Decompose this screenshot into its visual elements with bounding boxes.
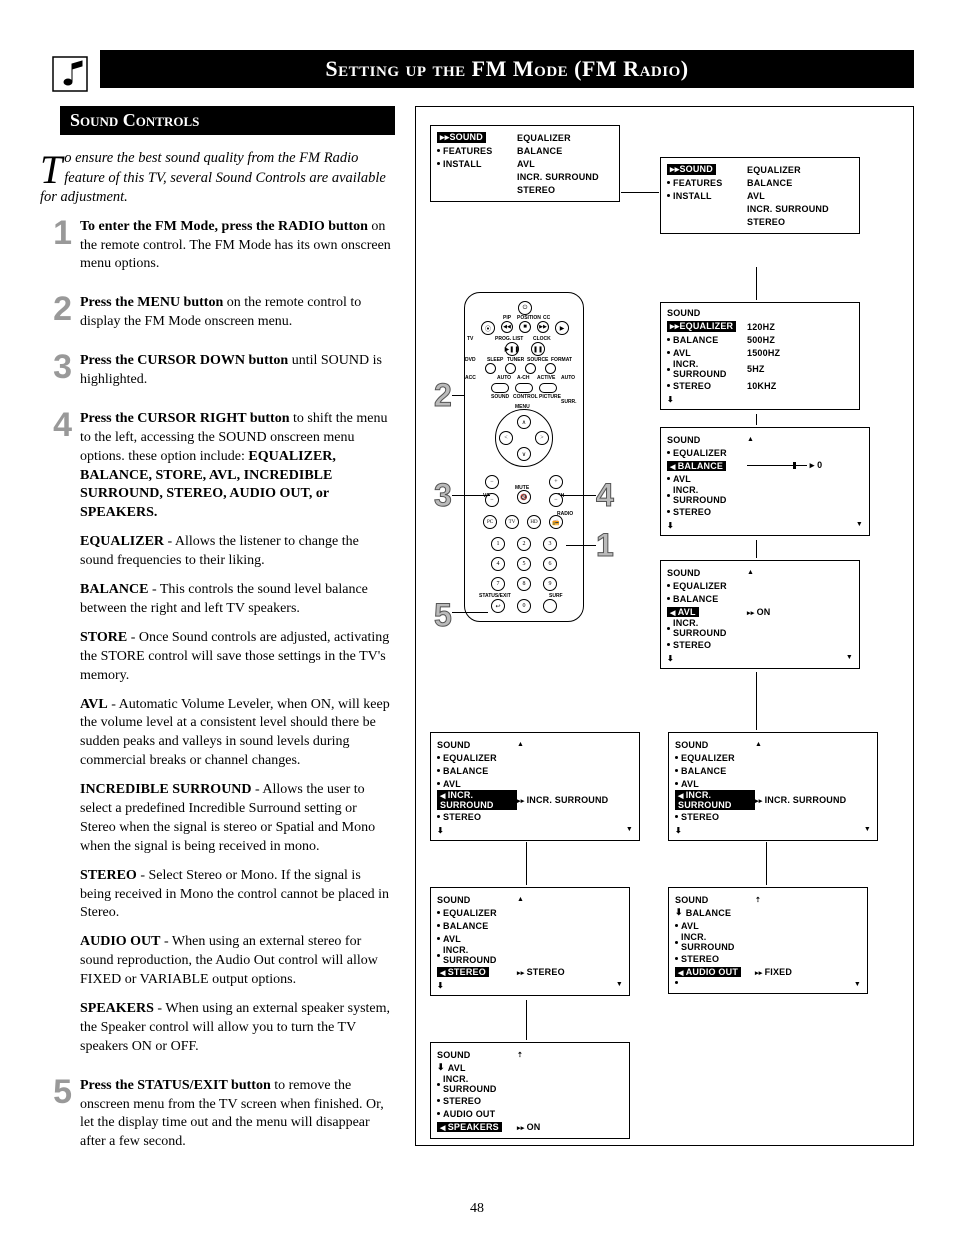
step-paragraph: Press the CURSOR RIGHT button to shift t… xyxy=(80,410,395,523)
connector-line xyxy=(526,1000,527,1040)
menu-box-incr-surround-right: SOUND▲ EQUALIZER BALANCE AVL INCR. SURRO… xyxy=(668,732,878,841)
step-number: 4 xyxy=(40,410,72,1067)
menu-box-equalizer: SOUND ▸▸EQUALIZER120HZ BALANCE500HZ AVL1… xyxy=(660,302,860,410)
step: 1To enter the FM Mode, press the RADIO b… xyxy=(40,218,395,285)
connector-line xyxy=(621,192,659,193)
page-number: 48 xyxy=(0,1201,954,1217)
step-paragraph: Press the MENU button on the remote cont… xyxy=(80,294,395,332)
menu-box-avl: SOUND▲ EQUALIZER BALANCE AVLON INCR. SUR… xyxy=(660,560,860,669)
section-title: Sound Controls xyxy=(60,106,395,135)
connector-line xyxy=(756,414,757,425)
menu-box-speakers: SOUND⇡ ⬇AVL INCR. SURROUND STEREO AUDIO … xyxy=(430,1042,630,1139)
connector-line xyxy=(526,842,527,885)
step-paragraph: EQUALIZER - Allows the listener to chang… xyxy=(80,533,395,571)
step-number: 2 xyxy=(40,294,72,342)
step: 5Press the STATUS/EXIT button to remove … xyxy=(40,1077,395,1163)
step-paragraph: SPEAKERS - When using an external speake… xyxy=(80,1000,395,1057)
step-body: Press the CURSOR DOWN button until SOUND… xyxy=(80,352,395,400)
menu-box-stereo: SOUND▲ EQUALIZER BALANCE AVL INCR. SURRO… xyxy=(430,887,630,996)
intro-body: o ensure the best sound quality from the… xyxy=(40,150,386,205)
menu-box-balance: SOUND▲ EQUALIZER BALANCE ▸ 0 AVL INCR. S… xyxy=(660,427,870,536)
callout-2: 2 xyxy=(434,377,452,414)
step: 3Press the CURSOR DOWN button until SOUN… xyxy=(40,352,395,400)
step-paragraph: STEREO - Select Stereo or Mono. If the s… xyxy=(80,867,395,924)
step-paragraph: BALANCE - This controls the sound level … xyxy=(80,581,395,619)
connector-line xyxy=(766,842,767,885)
step-paragraph: Press the CURSOR DOWN button until SOUND… xyxy=(80,352,395,390)
step-paragraph: STORE - Once Sound controls are adjusted… xyxy=(80,629,395,686)
main-title: Setting up the FM Mode (FM Radio) xyxy=(100,50,914,88)
step: 2Press the MENU button on the remote con… xyxy=(40,294,395,342)
menu-box-main-2: ▸▸SOUNDEQUALIZER FEATURESBALANCE INSTALL… xyxy=(660,157,860,234)
menu-box-main-1: ▸▸SOUNDEQUALIZER FEATURESBALANCE INSTALL… xyxy=(430,125,620,202)
intro-text: To ensure the best sound quality from th… xyxy=(40,149,395,208)
connector-line xyxy=(756,267,757,300)
menu-box-incr-surround-left: SOUND▲ EQUALIZER BALANCE AVL INCR. SURRO… xyxy=(430,732,640,841)
callout-4: 4 xyxy=(596,477,614,514)
menu-box-audio-out: SOUND⇡ ⬇BALANCE AVL INCR. SURROUND STERE… xyxy=(668,887,868,994)
step: 4Press the CURSOR RIGHT button to shift … xyxy=(40,410,395,1067)
step-paragraph: AVL - Automatic Volume Leveler, when ON,… xyxy=(80,696,395,772)
step-body: Press the MENU button on the remote cont… xyxy=(80,294,395,342)
music-note-icon xyxy=(52,56,88,92)
instructions-column: Sound Controls To ensure the best sound … xyxy=(40,106,395,1172)
step-paragraph: To enter the FM Mode, press the RADIO bu… xyxy=(80,218,395,275)
step-number: 1 xyxy=(40,218,72,285)
callout-5: 5 xyxy=(434,597,452,634)
connector-line xyxy=(756,672,757,730)
callout-1: 1 xyxy=(596,527,614,564)
step-paragraph: AUDIO OUT - When using an external stere… xyxy=(80,933,395,990)
diagram-panel: ▸▸SOUNDEQUALIZER FEATURESBALANCE INSTALL… xyxy=(415,106,914,1146)
step-number: 3 xyxy=(40,352,72,400)
step-paragraph: Press the STATUS/EXIT button to remove t… xyxy=(80,1077,395,1153)
step-body: Press the STATUS/EXIT button to remove t… xyxy=(80,1077,395,1163)
step-paragraph: INCREDIBLE SURROUND - Allows the user to… xyxy=(80,781,395,857)
callout-3: 3 xyxy=(434,477,452,514)
remote-control: ⏻ PIP POSITION CC ⦿ ◀◀ ■ ▶▶ ▶ TV PROG. L… xyxy=(464,292,584,622)
step-body: To enter the FM Mode, press the RADIO bu… xyxy=(80,218,395,285)
step-number: 5 xyxy=(40,1077,72,1163)
dropcap: T xyxy=(40,149,64,187)
connector-line xyxy=(756,540,757,558)
step-body: Press the CURSOR RIGHT button to shift t… xyxy=(80,410,395,1067)
